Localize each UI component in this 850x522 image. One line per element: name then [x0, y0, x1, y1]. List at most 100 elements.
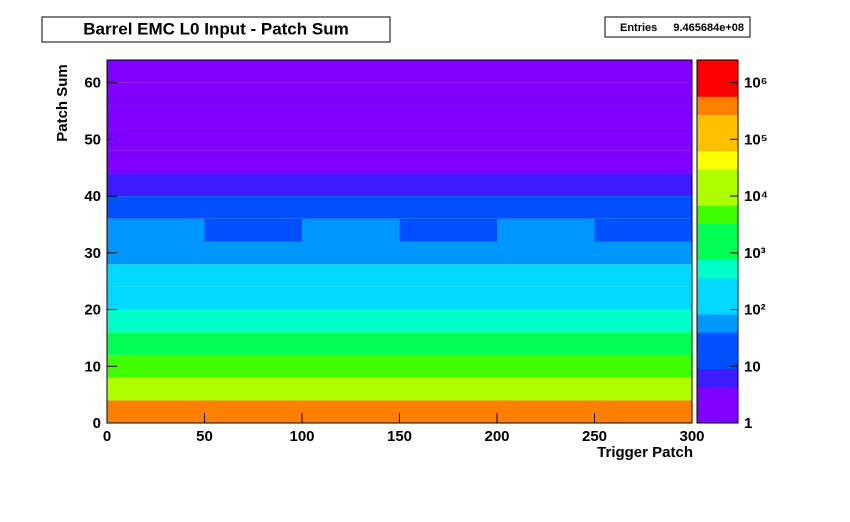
colorbar-tick-label: 10³: [744, 245, 766, 262]
heatmap-cell: [399, 173, 497, 197]
heatmap-cell: [107, 332, 205, 355]
heatmap-cell: [594, 150, 692, 174]
heatmap-cell: [107, 286, 205, 310]
colorbar-tick-label: 10²: [744, 302, 766, 319]
colorbar-band: [697, 132, 738, 152]
colorbar-band: [697, 241, 738, 261]
heatmap-cell: [594, 218, 692, 242]
heatmap-cell: [107, 60, 205, 83]
colorbar-band: [697, 168, 738, 188]
colorbar-band: [697, 259, 738, 279]
x-tick-label: 150: [387, 428, 412, 445]
heatmap-cell: [302, 150, 400, 174]
colorbar-tick-label: 10⁵: [744, 131, 768, 148]
heatmap-cell: [497, 173, 595, 197]
x-tick-label: 200: [484, 428, 509, 445]
heatmap-cell: [302, 82, 400, 106]
colorbar-band: [697, 332, 738, 351]
heatmap-cell: [399, 241, 497, 265]
heatmap-cell: [302, 196, 400, 219]
heatmap-cell: [399, 196, 497, 219]
heatmap-cell: [497, 128, 595, 151]
heatmap-cell: [302, 173, 400, 197]
heatmap-cell: [107, 150, 205, 174]
heatmap-cell: [107, 82, 205, 106]
heatmap-cell: [302, 332, 400, 355]
heatmap-cell: [204, 60, 302, 83]
y-tick-label: 0: [93, 415, 101, 432]
colorbar-frame: [696, 59, 739, 424]
heatmap-cell: [497, 286, 595, 310]
heatmap-cell: [399, 286, 497, 310]
colorbar-band: [697, 386, 738, 406]
heatmap-cell: [204, 128, 302, 151]
colorbar-band: [697, 78, 738, 97]
y-tick-label: 20: [84, 302, 101, 319]
heatmap-cell: [497, 105, 595, 129]
heatmap-cell: [302, 309, 400, 333]
x-tick-label: 250: [582, 428, 607, 445]
colorbar-band: [697, 114, 738, 134]
y-tick-label: 50: [84, 131, 101, 148]
heatmap-cell: [497, 309, 595, 333]
heatmap-cell: [204, 241, 302, 265]
colorbar-band: [697, 96, 738, 115]
heatmap-cell: [594, 60, 692, 83]
heatmap-cell: [204, 354, 302, 378]
colorbar-band: [697, 350, 738, 370]
heatmap-cell: [594, 173, 692, 197]
colorbar-tick-label: 1: [744, 415, 752, 432]
heatmap-cell: [497, 400, 595, 423]
heatmap-cell: [594, 241, 692, 265]
y-tick-label: 30: [84, 245, 101, 262]
heatmap-cell: [399, 60, 497, 83]
y-tick-label: 40: [84, 188, 101, 205]
colorbar-band: [697, 295, 738, 315]
heatmap-cell: [497, 82, 595, 106]
heatmap-cell: [204, 196, 302, 219]
colorbar-band: [697, 60, 738, 79]
heatmap-cell: [302, 400, 400, 423]
heatmap-cell: [399, 105, 497, 129]
heatmap-cell: [594, 105, 692, 129]
heatmap-cell: [204, 218, 302, 242]
heatmap-cell: [107, 105, 205, 129]
heatmap-cell: [594, 128, 692, 151]
heatmap-cell: [399, 332, 497, 355]
heatmap-cell: [399, 309, 497, 333]
heatmap-cell: [497, 218, 595, 242]
colorbar-band: [697, 187, 738, 206]
heatmap-cell: [204, 286, 302, 310]
heatmap-cell: [107, 264, 205, 287]
title-box: [41, 16, 391, 43]
x-tick-label: 50: [196, 428, 213, 445]
heatmap-cell: [204, 400, 302, 423]
heatmap-cell: [594, 264, 692, 287]
colorbar-band: [697, 150, 738, 170]
colorbar-band: [697, 205, 738, 224]
heatmap-cell: [594, 377, 692, 401]
heatmap-cell: [399, 128, 497, 151]
heatmap-cell: [497, 241, 595, 265]
colorbar-band: [697, 404, 738, 424]
heatmap-cell: [399, 82, 497, 106]
heatmap-cell: [594, 196, 692, 219]
heatmap-cell: [302, 377, 400, 401]
heatmap-cell: [302, 60, 400, 83]
heatmap-cell: [107, 218, 205, 242]
heatmap-cell: [302, 354, 400, 378]
heatmap-cell: [399, 264, 497, 287]
heatmap-cell: [399, 400, 497, 423]
heatmap-cell: [594, 400, 692, 423]
colorbar-tick-label: 10⁴: [744, 188, 768, 205]
heatmap-cell: [399, 218, 497, 242]
heatmap-cell: [594, 309, 692, 333]
heatmap-cell: [302, 241, 400, 265]
y-tick-label: 60: [84, 75, 101, 92]
stats-label: Entries: [620, 22, 657, 34]
heatmap-cell: [399, 377, 497, 401]
chart-title: Barrel EMC L0 Input - Patch Sum: [83, 19, 348, 38]
heatmap-cell: [497, 196, 595, 219]
x-tick-label: 0: [103, 428, 111, 445]
